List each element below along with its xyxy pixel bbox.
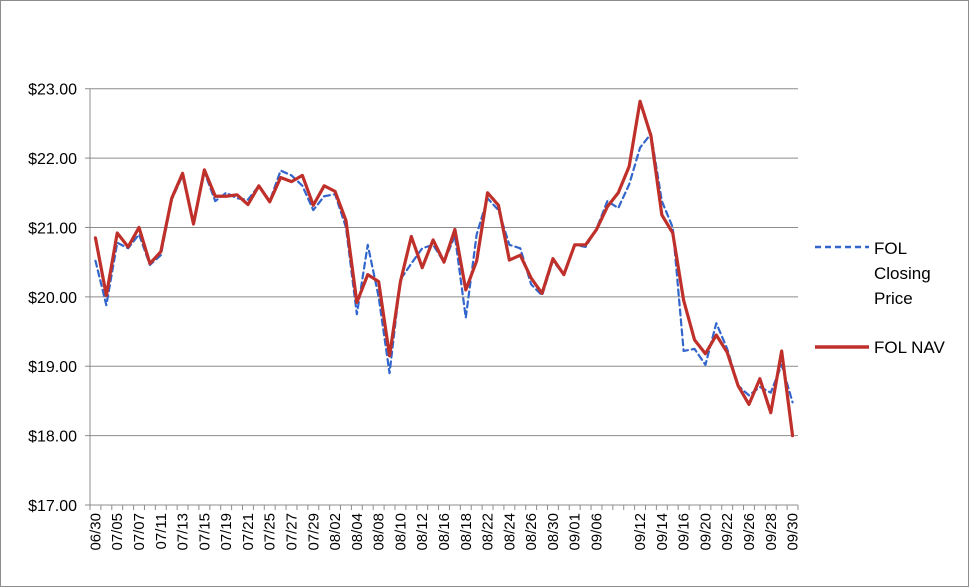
y-tick-label: $17.00: [28, 498, 77, 515]
x-tick-label: 08/02: [327, 513, 344, 551]
y-tick-label: $20.00: [28, 290, 77, 307]
x-tick-label: 07/19: [218, 513, 235, 551]
x-tick-label: 09/30: [785, 513, 802, 551]
legend-label-nav: FOL NAV: [874, 338, 946, 357]
x-tick-label: 08/10: [392, 513, 409, 551]
x-tick-label: 08/30: [545, 513, 562, 551]
x-tick-label: 07/21: [240, 513, 257, 551]
x-tick-label: 08/16: [436, 513, 453, 551]
y-tick-label: $22.00: [28, 151, 77, 168]
x-tick-label: 08/22: [480, 513, 497, 551]
y-tick-label: $21.00: [28, 220, 77, 237]
x-axis-tick-labels: 06/30 07/05 07/07 07/11 07/13 07/15 07/19 07/21…: [87, 513, 801, 551]
x-tick-label: 07/05: [109, 513, 126, 551]
y-axis-tick-labels: $17.00 $18.00 $19.00 $20.00 $21.00 $22.00 $23.…: [28, 82, 77, 515]
x-tick-label: 09/22: [719, 513, 736, 551]
legend-label-closing-price-line-1: FOL: [874, 239, 907, 258]
x-tick-label: 09/06: [588, 513, 605, 551]
legend-label-closing-price-line-2: Closing: [874, 264, 931, 283]
x-tick-label: 09/16: [676, 513, 693, 551]
x-tick-label: 09/26: [741, 513, 758, 551]
x-tick-label: 09/12: [632, 513, 649, 551]
y-tick-label: $18.00: [28, 429, 77, 446]
x-tick-label: 09/01: [567, 513, 584, 551]
x-tick-label: 07/25: [262, 513, 279, 551]
gridlines: [85, 88, 799, 510]
y-tick-label: $19.00: [28, 359, 77, 376]
x-tick-label: 06/30: [87, 513, 104, 551]
legend-label-closing-price-line-3: Price: [874, 289, 913, 308]
x-tick-label: 08/04: [349, 513, 366, 551]
x-tick-label: 08/08: [371, 513, 388, 551]
x-tick-label: 07/29: [305, 513, 322, 551]
x-tick-label: 08/18: [458, 513, 475, 551]
series-lines: [93, 99, 795, 438]
x-tick-label: 08/26: [523, 513, 540, 551]
legend: FOL Closing Price FOL NAV: [815, 239, 946, 357]
x-tick-label: 09/28: [763, 513, 780, 551]
x-tick-label: 07/07: [131, 513, 148, 551]
x-tick-label: 07/15: [196, 513, 213, 551]
x-tick-label: 09/20: [697, 513, 714, 551]
x-tick-label: 07/27: [284, 513, 301, 551]
series-line-nav: [93, 99, 795, 438]
x-tick-label: 09/14: [654, 513, 671, 551]
x-tick-label: 08/12: [414, 513, 431, 551]
x-tick-label: 07/13: [175, 513, 192, 551]
x-tick-label: 08/24: [501, 513, 518, 551]
x-tick-label: 07/11: [153, 513, 170, 549]
axes: [89, 88, 798, 506]
series-line-closing-price: [94, 132, 794, 404]
y-tick-label: $23.00: [28, 82, 77, 99]
